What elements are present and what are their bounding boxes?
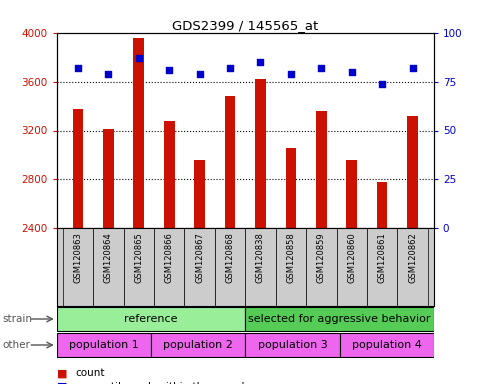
Point — [105, 71, 112, 77]
Text: other: other — [2, 340, 31, 350]
Bar — [407, 116, 418, 228]
Bar — [316, 111, 327, 228]
Text: GSM120867: GSM120867 — [195, 232, 204, 283]
Bar — [57, 333, 151, 357]
Point — [348, 69, 355, 75]
Text: ■: ■ — [57, 368, 67, 378]
Point — [287, 71, 295, 77]
Bar — [255, 79, 266, 228]
Bar — [103, 129, 114, 228]
Bar — [337, 228, 367, 306]
Text: percentile rank within the sample: percentile rank within the sample — [75, 382, 251, 384]
Text: GSM120858: GSM120858 — [286, 232, 295, 283]
Text: GSM120862: GSM120862 — [408, 232, 417, 283]
Text: GSM120838: GSM120838 — [256, 232, 265, 283]
Bar — [245, 333, 340, 357]
Bar — [285, 147, 296, 228]
Point — [378, 81, 386, 87]
Text: GSM120865: GSM120865 — [134, 232, 143, 283]
Bar — [151, 333, 245, 357]
Bar — [93, 228, 124, 306]
Point — [409, 65, 417, 71]
Text: population 2: population 2 — [163, 340, 233, 350]
Title: GDS2399 / 145565_at: GDS2399 / 145565_at — [172, 19, 318, 32]
Bar — [72, 109, 83, 228]
Text: selected for aggressive behavior: selected for aggressive behavior — [248, 314, 431, 324]
Text: GSM120859: GSM120859 — [317, 232, 326, 283]
Point — [226, 65, 234, 71]
Point — [196, 71, 204, 77]
Bar — [225, 96, 235, 228]
Text: GSM120866: GSM120866 — [165, 232, 174, 283]
Text: population 4: population 4 — [352, 340, 422, 350]
Text: reference: reference — [124, 314, 178, 324]
Text: population 1: population 1 — [69, 340, 139, 350]
Bar — [134, 38, 144, 228]
Bar — [347, 160, 357, 228]
Text: ■: ■ — [57, 382, 67, 384]
Bar — [124, 228, 154, 306]
Point — [317, 65, 325, 71]
Bar — [246, 228, 276, 306]
Bar — [154, 228, 184, 306]
Bar — [306, 228, 337, 306]
Bar — [397, 228, 428, 306]
Text: GSM120868: GSM120868 — [226, 232, 235, 283]
Bar — [367, 228, 397, 306]
Text: GSM120860: GSM120860 — [347, 232, 356, 283]
Bar — [63, 228, 93, 306]
Text: GSM120861: GSM120861 — [378, 232, 387, 283]
Bar — [194, 160, 205, 228]
Bar — [245, 307, 434, 331]
Bar — [276, 228, 306, 306]
Bar — [164, 121, 175, 228]
Text: GSM120864: GSM120864 — [104, 232, 113, 283]
Point — [256, 59, 264, 65]
Point — [74, 65, 82, 71]
Bar — [377, 182, 387, 228]
Text: GSM120863: GSM120863 — [73, 232, 82, 283]
Point — [135, 55, 143, 61]
Text: strain: strain — [2, 314, 33, 324]
Bar — [184, 228, 215, 306]
Text: population 3: population 3 — [257, 340, 327, 350]
Bar — [340, 333, 434, 357]
Text: count: count — [75, 368, 105, 378]
Point — [165, 67, 173, 73]
Bar — [215, 228, 246, 306]
Bar — [57, 307, 245, 331]
